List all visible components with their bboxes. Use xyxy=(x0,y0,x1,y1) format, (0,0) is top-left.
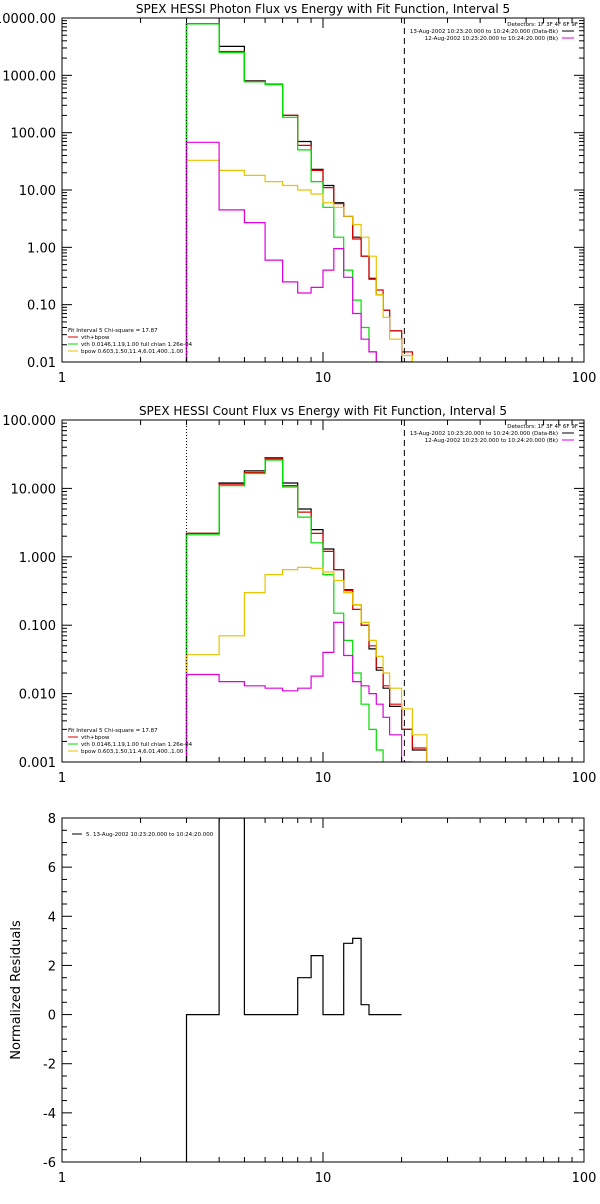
y-tick-label: 2 xyxy=(48,959,56,974)
x-tick-label: 10 xyxy=(315,771,332,786)
series-residuals xyxy=(185,818,402,1162)
fit-legend-entry: bpow 0.603,1.50,11.4,6.01,400.,1.00 xyxy=(81,349,184,355)
plot-frame xyxy=(61,419,585,763)
series-background xyxy=(185,621,413,762)
series-bpow xyxy=(185,566,440,762)
x-tick-label: 100 xyxy=(572,371,597,386)
y-tick-label: 1.00 xyxy=(27,241,56,256)
y-tick-label: 100.000 xyxy=(2,414,56,429)
x-tick-label: 100 xyxy=(572,1171,597,1186)
fit-legend-header: Fit Interval 5 Chi-square = 17.87 xyxy=(68,328,158,334)
y-tick-label: 0.001 xyxy=(19,756,56,771)
y-tick-label: 0.01 xyxy=(27,356,56,371)
plot-area xyxy=(185,457,440,762)
plot-area xyxy=(185,23,413,362)
detectors-label: Detectors: 1F 3F 4F 6F 9F xyxy=(507,424,578,430)
chart-title: SPEX HESSI Photon Flux vs Energy with Fi… xyxy=(136,2,510,16)
series-background xyxy=(185,141,384,362)
x-tick-label: 1 xyxy=(58,1171,66,1186)
fit-legend-entry: bpow 0.603,1.50,11.4,6.01,400.,1.00 xyxy=(81,749,184,755)
y-tick-label: 1000.00 xyxy=(2,69,56,84)
fit-legend-entry: vth+bpow xyxy=(81,735,110,741)
series-vth+bpow xyxy=(185,23,413,362)
chart-panel-3: Normalized Residuals 1 10 100 -6 -4 -2 0 2 4 6 8 5. … xyxy=(9,812,596,1186)
fit-legend-entry: vth 0.0146,1.19,1.00 full chian 1.26e-04 xyxy=(81,742,193,748)
series-vth xyxy=(185,459,384,762)
series-vth+bpow xyxy=(185,458,428,762)
y-tick-label: -4 xyxy=(43,1107,56,1122)
series-bpow xyxy=(185,159,413,362)
y-tick-label: 10000.00 xyxy=(0,12,56,27)
y-tick-label: -6 xyxy=(43,1156,56,1171)
y-tick-label: 0.10 xyxy=(27,299,56,314)
fit-legend-header: Fit Interval 5 Chi-square = 17.87 xyxy=(68,728,158,734)
plot-area xyxy=(185,818,402,1162)
chart-panel-1: SPEX HESSI Photon Flux vs Energy with Fi… xyxy=(0,2,597,386)
detectors-label: Detectors: 1F 3F 4F 6F 9F xyxy=(507,22,578,28)
series-total xyxy=(185,23,413,362)
y-tick-label: 4 xyxy=(48,910,56,925)
legend-top-entry: 13-Aug-2002 10:23:20.000 to 10:24:20.000… xyxy=(410,29,558,35)
series-total xyxy=(185,457,428,762)
y-axis-label: Normalized Residuals xyxy=(9,920,24,1060)
x-tick-label: 1 xyxy=(58,371,66,386)
legend-top-entry: 13-Aug-2002 10:23:20.000 to 10:24:20.000… xyxy=(410,431,558,437)
legend-top-entry: 12-Aug-2002 10:23:20.000 to 10:24:20.000… xyxy=(425,36,558,42)
x-tick-label: 10 xyxy=(315,1171,332,1186)
y-tick-label: 100.00 xyxy=(11,127,57,142)
y-tick-label: 1.000 xyxy=(19,551,56,566)
y-tick-label: 0 xyxy=(48,1009,56,1024)
chart-panel-2: SPEX HESSI Count Flux vs Energy with Fit… xyxy=(2,404,597,786)
fit-legend-entry: vth 0.0146,1.19,1.00 full chian 1.26e-04 xyxy=(81,342,193,348)
series-vth xyxy=(185,23,377,362)
x-tick-label: 10 xyxy=(315,371,332,386)
y-tick-label: -2 xyxy=(43,1058,56,1073)
legend-top-entry: 12-Aug-2002 10:23:20.000 to 10:24:20.000… xyxy=(425,438,558,444)
chart-title: SPEX HESSI Count Flux vs Energy with Fit… xyxy=(139,404,507,418)
y-tick-label: 10.00 xyxy=(19,184,56,199)
x-tick-label: 100 xyxy=(572,771,597,786)
y-tick-label: 10.000 xyxy=(11,482,57,497)
y-tick-label: 0.010 xyxy=(19,688,56,703)
x-tick-label: 1 xyxy=(58,771,66,786)
y-tick-label: 8 xyxy=(48,812,56,827)
y-tick-label: 0.100 xyxy=(19,619,56,634)
fit-legend-entry: vth+bpow xyxy=(81,335,110,341)
legend-top-entry: 5. 13-Aug-2002 10:23:20.000 to 10:24:20.… xyxy=(86,832,214,838)
y-tick-label: 6 xyxy=(48,861,56,876)
